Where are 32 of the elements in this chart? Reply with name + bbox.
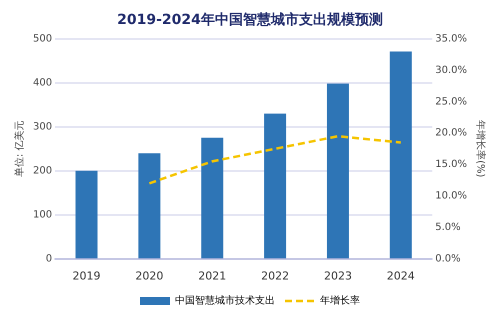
y2-tick-label: 5.0%: [435, 222, 461, 233]
bar: [390, 52, 412, 258]
y2-tick-label: 30.0%: [435, 64, 468, 76]
chart-title: 2019-2024年中国智慧城市支出规模预测: [117, 11, 383, 28]
y-tick-label: 0: [46, 253, 52, 264]
line-series: [148, 134, 402, 185]
x-tick-label: 2020: [135, 269, 164, 282]
legend-label: 中国智慧城市技术支出: [175, 294, 275, 307]
y-tick-label: 500: [32, 33, 52, 44]
bar: [138, 153, 160, 258]
bar: [201, 138, 224, 258]
bar: [326, 84, 349, 258]
y2-tick-label: 15.0%: [435, 159, 468, 170]
y2-tick-label: 20.0%: [435, 128, 468, 139]
y-tick-label: 200: [32, 165, 52, 176]
y-tick-label: 300: [32, 121, 52, 132]
bar: [264, 114, 286, 258]
y2-axis-title: 年增长率(%): [474, 120, 486, 178]
x-tick-label: 2022: [261, 269, 290, 282]
legend-label: 年增长率: [320, 294, 360, 307]
y-tick-label: 400: [32, 77, 52, 88]
x-tick-label: 2019: [72, 269, 101, 282]
bar: [76, 170, 98, 258]
y2-tick-label: 0.0%: [435, 253, 461, 264]
x-tick-label: 2023: [324, 269, 352, 282]
x-tick-label: 2024: [386, 269, 415, 282]
y2-tick-label: 25.0%: [435, 96, 468, 108]
y-tick-label: 100: [32, 209, 52, 220]
x-tick-label: 2021: [198, 269, 226, 282]
y2-tick-label: 35.0%: [435, 33, 468, 44]
y2-tick-label: 10.0%: [435, 190, 468, 202]
y-axis-title: 单位: 亿美元: [14, 120, 26, 178]
